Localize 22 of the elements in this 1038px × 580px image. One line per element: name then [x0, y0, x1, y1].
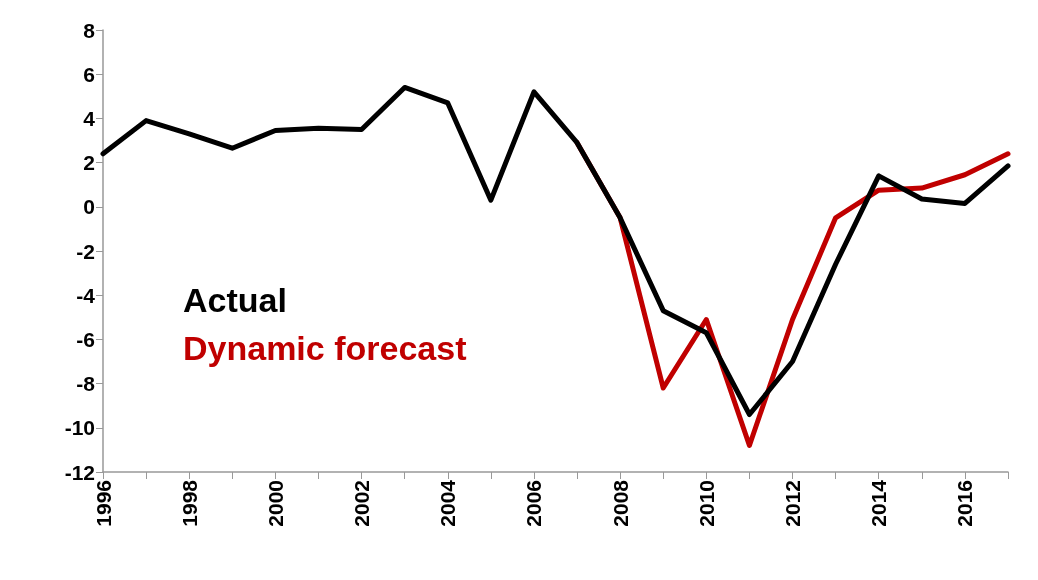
text: Actual [183, 281, 287, 319]
y-tick-label: -4 [76, 283, 96, 307]
y-tick-label: 8 [83, 18, 96, 42]
x-tick-label: 2010 [694, 480, 718, 527]
y-tick-label: -6 [76, 327, 95, 351]
x-tick-label: 2008 [608, 479, 632, 527]
x-tick-label: 1998 [177, 479, 201, 527]
text: Dynamic forecast [183, 329, 467, 367]
x-tick-label: 2004 [436, 479, 460, 527]
y-tick-label: 0 [83, 195, 95, 219]
y-tick-label: -8 [76, 372, 96, 396]
x-tick-label: 2000 [263, 480, 287, 527]
y-tick-label: -10 [64, 416, 95, 440]
x-tick-label: 2012 [781, 480, 805, 527]
x-tick-label: 2014 [867, 479, 891, 527]
y-tick-label: 2 [83, 151, 95, 175]
y-tick-label: 4 [83, 106, 96, 130]
x-tick-label: 2016 [953, 480, 977, 527]
x-tick-label: 2002 [350, 480, 374, 527]
x-tick-label: 2006 [522, 480, 546, 527]
y-tick-label: -2 [76, 239, 95, 263]
y-tick-label: 6 [83, 62, 95, 86]
